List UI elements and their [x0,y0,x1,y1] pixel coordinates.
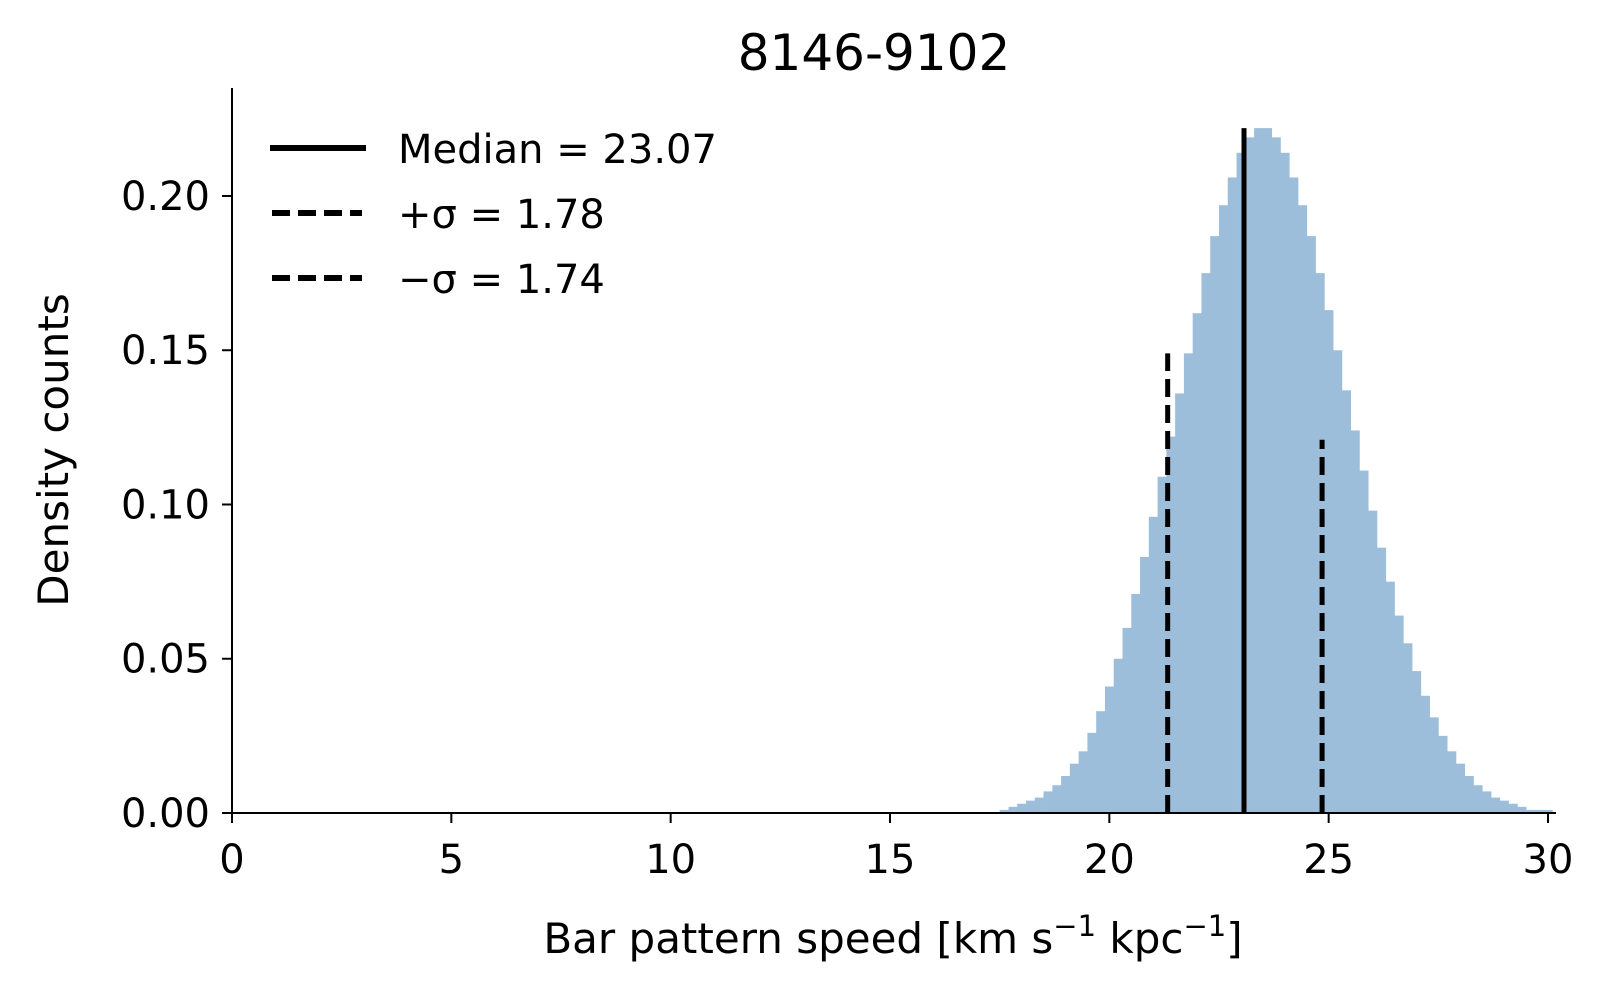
y-tick-label: 0.05 [121,637,210,683]
histogram-bar [1219,205,1229,814]
histogram-bar [1508,803,1518,813]
histogram-bar [1017,803,1027,813]
histogram-bar [1438,735,1448,813]
x-tick-label: 5 [439,837,464,883]
histogram-bar [1052,785,1062,813]
histogram-bar [1517,806,1527,813]
x-tick-label: 25 [1303,837,1354,883]
histogram-bar [1192,313,1202,813]
histogram-bar [1254,128,1264,814]
histogram-bar [1289,177,1299,814]
histogram-bar [1306,236,1316,814]
histogram-bar [1412,671,1422,813]
x-axis-ticks: 0 5 10 15 20 25 30 [219,813,1573,883]
histogram-bar [1482,791,1492,813]
histogram-bar [1166,436,1176,813]
histogram-bar [1359,470,1369,813]
statistic-lines [1165,128,1325,813]
histogram-bar [1394,615,1404,813]
histogram-bar [1175,393,1185,813]
y-axis-ticks: 0.00 0.05 0.10 0.15 0.20 [121,174,232,837]
histogram-bar [1403,643,1413,813]
histogram-bar [1526,809,1536,813]
histogram-bar [1157,476,1167,813]
legend-plus-sigma-label: +σ = 1.78 [398,192,605,238]
histogram-bar [1113,658,1123,813]
histogram-bar [1104,686,1115,813]
histogram-bar [1034,797,1044,813]
legend-median-label: Median = 23.07 [398,127,717,173]
histogram-bar [1333,350,1343,813]
histogram-bar [1043,791,1053,813]
histogram-bar [1245,137,1255,814]
histogram-bar [1061,775,1071,813]
histogram-bar [1210,236,1220,814]
y-tick-label: 0.20 [121,174,210,220]
histogram-bar [1122,627,1132,813]
histogram-bar [1499,800,1509,813]
histogram-bar [1140,556,1150,813]
histogram-bar [1341,390,1351,813]
y-tick-label: 0.15 [121,328,210,374]
histogram-bar [1078,751,1088,813]
chart-title: 8146-9102 [738,24,1011,82]
histogram-bar [1376,547,1387,813]
histogram-bar [1271,137,1281,814]
histogram-bar [1368,510,1378,813]
histogram-bar [1447,751,1457,813]
histogram-bar [1429,717,1439,813]
histogram-bars [999,128,1553,814]
histogram-bar [1069,763,1080,813]
histogram-bar [1087,732,1097,813]
histogram-bar [1025,800,1036,813]
histogram-bar [1280,152,1290,814]
histogram-bar [1297,205,1308,814]
histogram-bar [1008,806,1018,813]
histogram-bar [1473,785,1483,813]
histogram-bar [999,809,1009,813]
y-tick-label: 0.10 [121,482,210,528]
histogram-bar [1201,273,1211,813]
histogram-bar [1183,353,1194,813]
histogram-bar [1324,310,1334,813]
histogram-bar [1534,809,1545,813]
x-tick-label: 0 [219,837,244,883]
histogram-bar [1096,711,1106,813]
histogram-bar [1490,797,1501,813]
x-tick-label: 15 [865,837,916,883]
histogram-bar [1227,177,1237,814]
histogram-bar [1385,581,1395,813]
x-tick-label: 10 [645,837,696,883]
x-axis-label: Bar pattern speed [km s−1 kpc−1] [543,909,1242,963]
y-axis-label: Density counts [29,293,78,606]
legend: Median = 23.07 +σ = 1.78 −σ = 1.74 [270,127,717,303]
x-tick-label: 30 [1523,837,1574,883]
histogram-bar [1131,593,1141,813]
histogram-bar [1262,128,1273,814]
y-tick-label: 0.00 [121,791,210,837]
histogram-bar [1236,152,1246,814]
histogram-bar [1420,695,1430,813]
x-tick-label: 20 [1084,837,1135,883]
histogram-bar [1148,516,1158,813]
histogram-bar [1455,763,1466,813]
histogram-bar [1543,809,1553,813]
histogram-bar [1350,430,1360,813]
legend-minus-sigma-label: −σ = 1.74 [398,257,605,303]
histogram-bar [1464,775,1474,813]
